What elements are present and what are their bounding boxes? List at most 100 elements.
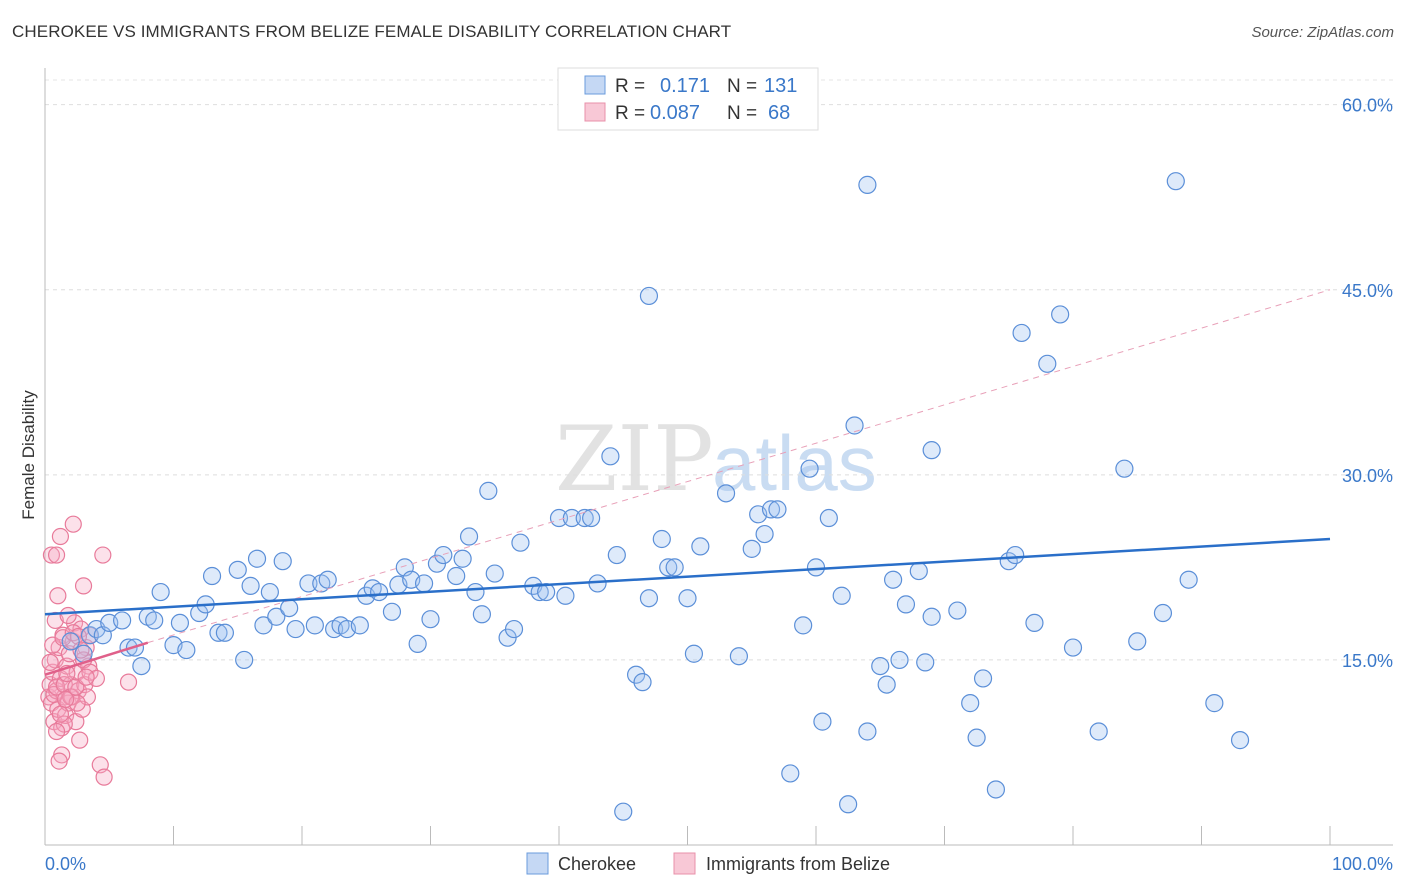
y-axis-label: Female Disability [19, 390, 38, 520]
axes: 15.0% 30.0% 45.0% 60.0% 0.0% 100.0% [44, 68, 1393, 874]
cherokee-point [305, 616, 324, 635]
cherokee-point [781, 764, 800, 783]
belize-point [47, 546, 66, 564]
cherokee-point [485, 564, 504, 583]
cherokee-point [382, 602, 402, 621]
cherokee-point [511, 533, 530, 552]
legend-r-value-1: 0.171 [660, 75, 710, 97]
cherokee-trend-line [44, 537, 1331, 616]
cherokee-point [729, 647, 749, 666]
cherokee-point [504, 619, 524, 639]
cherokee-point [742, 539, 761, 558]
cherokee-point [896, 595, 916, 614]
cherokee-point [716, 484, 736, 503]
cherokee-point [626, 665, 646, 684]
legend-swatch-cherokee [584, 75, 606, 95]
cherokee-point [1063, 638, 1083, 657]
cherokee-point [267, 607, 286, 626]
x-tick-label: 100.0% [1332, 854, 1393, 874]
cherokee-point [228, 560, 247, 579]
cherokee-point [871, 656, 890, 676]
belize-point [74, 577, 93, 595]
cherokee-point [370, 582, 389, 602]
belize-point [49, 587, 67, 605]
cherokee-points [61, 172, 1250, 821]
cherokee-point [556, 586, 575, 605]
cherokee-point [1115, 459, 1134, 478]
cherokee-point [607, 545, 626, 565]
cherokee-point [1051, 305, 1070, 324]
cherokee-point [434, 545, 453, 565]
legend-bottom-swatch-belize [673, 852, 696, 875]
cherokee-point [247, 549, 267, 568]
cherokee-point [883, 570, 903, 589]
cherokee-point [459, 527, 479, 546]
legend-n-value-2: 68 [768, 102, 790, 124]
belize-points [40, 515, 138, 786]
belize-point [77, 668, 95, 686]
cherokee-point [806, 558, 826, 577]
legend-bottom-label-belize: Immigrants from Belize [706, 854, 890, 874]
legend-n-label-2: N = [727, 103, 757, 124]
cherokee-point [986, 780, 1006, 799]
legend-r-label-1: R = [615, 76, 645, 97]
chart-title: CHEROKEE VS IMMIGRANTS FROM BELIZE FEMAL… [12, 22, 732, 41]
cherokee-point [1205, 694, 1224, 713]
legend-top: R = 0.171 N = 131 R = 0.087 N = 68 [557, 67, 819, 131]
cherokee-point [973, 669, 993, 688]
cherokee-point [909, 561, 928, 581]
cherokee-point [215, 623, 234, 642]
cherokee-point [61, 632, 80, 651]
cherokee-point [1025, 613, 1044, 633]
cherokee-point [858, 175, 877, 194]
cherokee-point [761, 500, 781, 519]
belize-point [51, 527, 70, 546]
legend-r-label-2: R = [615, 103, 645, 124]
cherokee-point [639, 286, 659, 306]
cherokee-point [1166, 172, 1185, 191]
cherokee-point [691, 537, 710, 556]
legend-bottom-swatch-cherokee [526, 852, 549, 875]
cherokee-point [1012, 323, 1031, 343]
legend-swatch-belize [584, 102, 606, 122]
cherokee-point [562, 508, 581, 528]
belize-point [50, 752, 68, 770]
cherokee-point [967, 728, 986, 747]
legend-r-value-2: 0.087 [650, 102, 700, 124]
cherokee-point [408, 634, 427, 653]
legend-n-label-1: N = [727, 76, 757, 97]
legend-n-value-1: 131 [764, 75, 797, 97]
cherokee-point [601, 447, 620, 466]
cherokee-point [537, 582, 556, 602]
cherokee-point [241, 576, 260, 595]
cherokee-point [582, 508, 601, 528]
legend-bottom-label-cherokee: Cherokee [558, 854, 636, 874]
belize-point [71, 731, 89, 749]
belize-trend-extension [147, 289, 1331, 644]
cherokee-point [350, 616, 369, 635]
cherokee-point [665, 558, 684, 577]
cherokee-point [832, 586, 851, 605]
cherokee-point [177, 640, 196, 660]
cherokee-point [170, 613, 190, 633]
cherokee-point [1230, 731, 1250, 750]
cherokee-point [755, 524, 774, 544]
belize-point [59, 606, 77, 625]
cherokee-point [472, 605, 491, 624]
cherokee-point [280, 598, 299, 618]
cherokee-point [145, 611, 164, 630]
cherokee-point [858, 722, 877, 741]
cherokee-point [273, 552, 292, 571]
cherokee-point [466, 582, 485, 602]
belize-point [42, 546, 61, 564]
cherokee-point [819, 508, 838, 528]
cherokee-point [922, 607, 941, 626]
cherokee-point [961, 694, 980, 713]
x-tick-label: 0.0% [45, 854, 86, 874]
source-label: Source: ZipAtlas.com [1251, 24, 1394, 41]
cherokee-point [845, 416, 864, 435]
cherokee-point [1038, 354, 1057, 373]
watermark-zip: ZIP [555, 407, 714, 512]
belize-point [78, 688, 97, 706]
